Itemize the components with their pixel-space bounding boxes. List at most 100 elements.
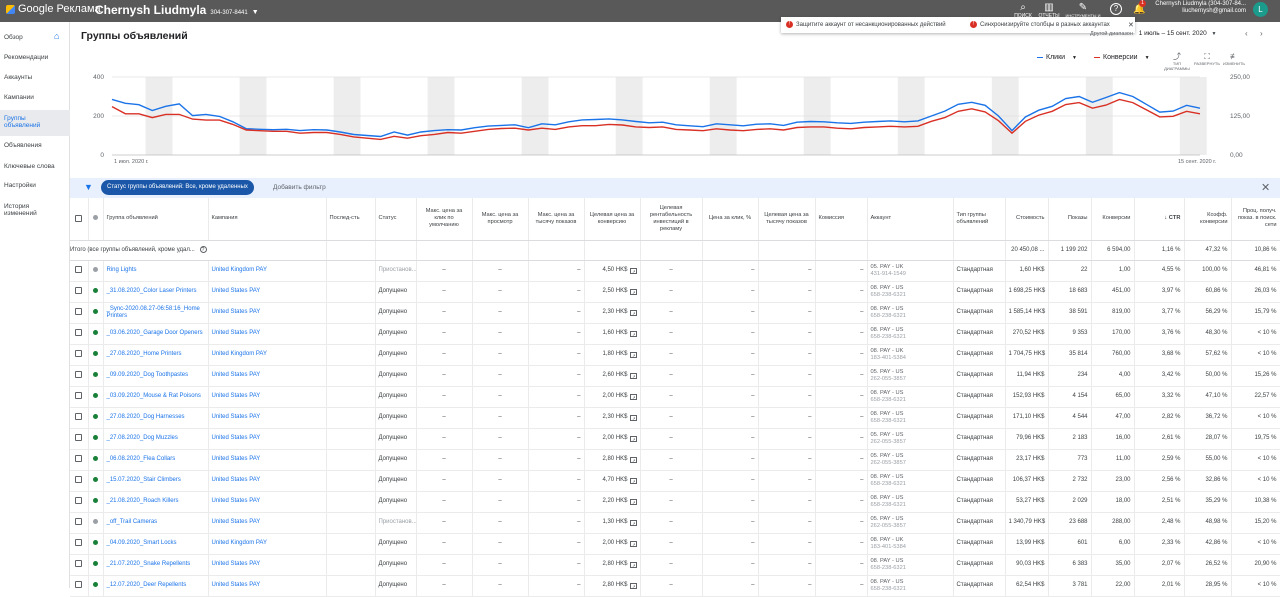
add-filter-button[interactable]: Добавить фильтр [273, 184, 326, 191]
target-cpa-cell[interactable]: 2,00 HK$ ↗ [584, 386, 641, 408]
target-cpa-cell[interactable]: 2,00 HK$ ↗ [584, 428, 641, 450]
sidebar-item-overview[interactable]: Обзор [4, 34, 23, 41]
account-cell[interactable]: 05. PAY - US 262-055-3857 [867, 512, 954, 534]
ad-group-link[interactable]: _03.09.2020_Mouse & Rat Poisons [103, 386, 209, 408]
legend-conversions[interactable]: Конверсии ▼ [1094, 54, 1150, 61]
column-header[interactable]: Стоимость [1005, 198, 1049, 241]
help-icon[interactable]: ? [1110, 3, 1122, 15]
campaign-link[interactable]: United States PAY [208, 323, 327, 345]
target-cpa-cell[interactable]: 2,80 HK$ ↗ [584, 554, 641, 576]
campaign-link[interactable]: United States PAY [208, 491, 327, 513]
table-row[interactable]: _27.08.2020_Dog Harnesses United States P… [70, 407, 1280, 429]
ad-group-link[interactable]: Ring Lights [103, 260, 209, 282]
column-header[interactable]: Цена за клик, % [702, 198, 759, 241]
column-header[interactable]: Кампания [208, 198, 327, 241]
campaign-link[interactable]: United States PAY [208, 365, 327, 387]
ad-group-link[interactable]: _27.08.2020_Dog Harnesses [103, 407, 209, 429]
account-cell[interactable]: 08. PAY - UK 183-401-5384 [867, 344, 954, 366]
row-checkbox[interactable] [70, 281, 89, 303]
column-header[interactable]: Коэфф. конверсии [1184, 198, 1232, 241]
row-checkbox[interactable] [70, 323, 89, 345]
column-header[interactable]: Послед-сть [326, 198, 376, 241]
target-cpa-cell[interactable]: 2,30 HK$ ↗ [584, 302, 641, 324]
ad-group-link[interactable]: _21.08.2020_Roach Killers [103, 491, 209, 513]
home-icon[interactable]: ⌂ [54, 31, 60, 41]
account-cell[interactable]: 08. PAY - US 658-238-6321 [867, 407, 954, 429]
column-header[interactable]: Целевая рентабельность инвестиций в рекл… [640, 198, 703, 241]
column-header[interactable]: Комиссия [815, 198, 868, 241]
table-row[interactable]: Ring Lights United Kingdom PAY Приостанов.… [70, 260, 1280, 282]
account-cell[interactable]: 08. PAY - US 658-238-6321 [867, 470, 954, 492]
account-cell[interactable]: 08. PAY - UK 183-401-5384 [867, 533, 954, 555]
user-info[interactable]: Chernysh Liudmyla (304-307-84... liucher… [1152, 1, 1246, 15]
reports-button[interactable]: ▥ ОТЧЕТЫ [1038, 2, 1060, 19]
campaign-link[interactable]: United Kingdom PAY [208, 533, 327, 555]
campaign-link[interactable]: United States PAY [208, 386, 327, 408]
account-cell[interactable]: 08. PAY - US 658-238-6321 [867, 281, 954, 303]
column-header[interactable]: Аккаунт [867, 198, 954, 241]
campaign-link[interactable]: United States PAY [208, 575, 327, 597]
ad-group-link[interactable]: _off_Trail Cameras [103, 512, 209, 534]
sidebar-item-campaigns[interactable]: Кампании [4, 94, 34, 101]
campaign-link[interactable]: United States PAY [208, 302, 327, 324]
account-cell[interactable]: 08. PAY - US 658-238-6321 [867, 491, 954, 513]
status-column-header[interactable] [88, 198, 104, 241]
table-row[interactable]: _21.08.2020_Roach Killers United States P… [70, 491, 1280, 513]
table-row[interactable]: _03.06.2020_Garage Door Openers United St… [70, 323, 1280, 345]
target-cpa-cell[interactable]: 4,50 HK$ ↗ [584, 260, 641, 282]
campaign-link[interactable]: United States PAY [208, 554, 327, 576]
target-cpa-cell[interactable]: 1,30 HK$ ↗ [584, 512, 641, 534]
select-all-checkbox[interactable] [70, 198, 89, 241]
column-header[interactable]: Целевая цена за тысячу показов [758, 198, 816, 241]
row-checkbox[interactable] [70, 344, 89, 366]
close-icon[interactable]: ✕ [1128, 22, 1134, 29]
column-header[interactable]: Целевая цена за конверсию [584, 198, 641, 241]
row-checkbox[interactable] [70, 491, 89, 513]
column-header[interactable]: Статус [375, 198, 417, 241]
account-cell[interactable]: 05. PAY - UK 431-914-1549 [867, 260, 954, 282]
prev-period-icon[interactable]: ‹ [1245, 29, 1248, 38]
account-cell[interactable]: 08. PAY - US 658-238-6321 [867, 302, 954, 324]
column-header[interactable]: Конверсии [1091, 198, 1135, 241]
alert-protect-account[interactable]: ! Защитите аккаунт от несанкционированных… [786, 21, 946, 28]
target-cpa-cell[interactable]: 1,80 HK$ ↗ [584, 344, 641, 366]
filter-icon[interactable]: ▼ [84, 182, 93, 192]
ad-group-link[interactable]: _21.07.2020_Snake Repellents [103, 554, 209, 576]
row-checkbox[interactable] [70, 365, 89, 387]
table-row[interactable]: _off_Trail Cameras United States PAY Приос… [70, 512, 1280, 534]
campaign-link[interactable]: United States PAY [208, 428, 327, 450]
account-cell[interactable]: 08. PAY - US 658-238-6321 [867, 323, 954, 345]
campaign-link[interactable]: United States PAY [208, 512, 327, 534]
target-cpa-cell[interactable]: 2,00 HK$ ↗ [584, 533, 641, 555]
ad-group-link[interactable]: _27.08.2020_Dog Muzzles [103, 428, 209, 450]
ad-group-link[interactable]: _12.07.2020_Deer Repellents [103, 575, 209, 597]
ctr-column-header[interactable]: ↓ CTR [1134, 198, 1185, 241]
sidebar-item-keywords[interactable]: Ключевые слова [4, 163, 55, 170]
target-cpa-cell[interactable]: 2,50 HK$ ↗ [584, 281, 641, 303]
target-cpa-cell[interactable]: 2,30 HK$ ↗ [584, 407, 641, 429]
row-checkbox[interactable] [70, 386, 89, 408]
row-checkbox[interactable] [70, 302, 89, 324]
table-row[interactable]: _27.08.2020_Dog Muzzles United States PAY… [70, 428, 1280, 450]
campaign-link[interactable]: United States PAY [208, 470, 327, 492]
campaign-link[interactable]: United Kingdom PAY [208, 260, 327, 282]
ad-group-link[interactable]: _09.09.2020_Dog Toothpastes [103, 365, 209, 387]
google-ads-logo[interactable]: Google Реклама [6, 3, 101, 15]
ad-group-link[interactable]: _27.08.2020_Home Printers [103, 344, 209, 366]
date-range-picker[interactable]: Другой диапазон 1 июль – 15 сент. 2020 ▼ [1090, 30, 1216, 37]
close-icon[interactable]: ✕ [1261, 182, 1271, 194]
bell-icon[interactable]: 🔔 1 [1133, 0, 1146, 15]
info-icon[interactable]: ? [199, 246, 207, 253]
ad-group-link[interactable]: _04.09.2020_Smart Locks [103, 533, 209, 555]
ad-group-link[interactable]: _15.07.2020_Stair Climbers [103, 470, 209, 492]
target-cpa-cell[interactable]: 2,20 HK$ ↗ [584, 491, 641, 513]
row-checkbox[interactable] [70, 260, 89, 282]
table-row[interactable]: _Sync-2020.08.27-06:58:16_Home Printers U… [70, 302, 1280, 324]
campaign-link[interactable]: United Kingdom PAY [208, 344, 327, 366]
campaign-link[interactable]: United States PAY [208, 449, 327, 471]
account-switcher[interactable]: Chernysh Liudmyla 304-307-8441 ▼ [95, 3, 259, 17]
target-cpa-cell[interactable]: 2,80 HK$ ↗ [584, 449, 641, 471]
row-checkbox[interactable] [70, 470, 89, 492]
chart-type-button[interactable]: ⤴ ТИП ДИАГРАММЫ [1164, 52, 1190, 71]
target-cpa-cell[interactable]: 2,80 HK$ ↗ [584, 575, 641, 597]
